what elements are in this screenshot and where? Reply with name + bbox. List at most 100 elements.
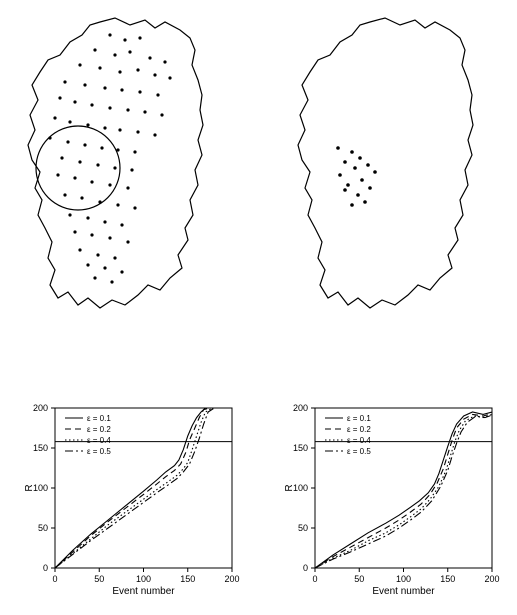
x-tick-label: 200 bbox=[484, 574, 499, 584]
event-point bbox=[123, 38, 126, 41]
event-point bbox=[138, 90, 141, 93]
event-point bbox=[103, 220, 106, 223]
event-point bbox=[113, 256, 116, 259]
highlight-circle bbox=[36, 126, 120, 210]
x-tick-label: 50 bbox=[94, 574, 104, 584]
event-point bbox=[90, 180, 93, 183]
legend-label: ε = 0.5 bbox=[347, 447, 371, 456]
event-point bbox=[353, 166, 357, 170]
event-point bbox=[343, 188, 347, 192]
event-point bbox=[100, 146, 103, 149]
event-point bbox=[73, 100, 76, 103]
legend-label: ε = 0.2 bbox=[347, 425, 371, 434]
event-point bbox=[53, 116, 56, 119]
region-outline bbox=[298, 18, 473, 308]
map-left-panel bbox=[20, 10, 220, 320]
y-axis-label: R bbox=[284, 484, 295, 491]
event-point bbox=[368, 186, 372, 190]
event-point bbox=[350, 203, 354, 207]
event-point bbox=[78, 160, 81, 163]
event-point bbox=[126, 240, 129, 243]
event-point bbox=[108, 236, 111, 239]
x-tick-label: 200 bbox=[224, 574, 239, 584]
y-tick-label: 150 bbox=[33, 443, 48, 453]
chart-left-svg: 050100150200050100150200Event numberRε =… bbox=[20, 400, 240, 600]
y-tick-label: 0 bbox=[303, 563, 308, 573]
event-point bbox=[96, 163, 99, 166]
x-tick-label: 150 bbox=[440, 574, 455, 584]
event-point bbox=[153, 73, 156, 76]
x-axis-label: Event number bbox=[112, 586, 175, 597]
chart-right-panel: 050100150200050100150200Event numberRε =… bbox=[280, 400, 500, 600]
event-point bbox=[108, 106, 111, 109]
event-point bbox=[350, 150, 354, 154]
event-point bbox=[130, 168, 133, 171]
event-point bbox=[113, 53, 116, 56]
legend-label: ε = 0.4 bbox=[87, 436, 111, 445]
event-point bbox=[168, 76, 171, 79]
map-right-svg bbox=[290, 10, 490, 320]
event-point bbox=[93, 48, 96, 51]
y-tick-label: 100 bbox=[293, 483, 308, 493]
y-tick-label: 200 bbox=[293, 403, 308, 413]
legend-label: ε = 0.2 bbox=[87, 425, 111, 434]
event-point bbox=[138, 36, 141, 39]
event-point bbox=[86, 123, 89, 126]
event-point bbox=[56, 173, 59, 176]
event-point bbox=[336, 146, 340, 150]
event-point bbox=[338, 173, 342, 177]
event-point bbox=[86, 263, 89, 266]
x-tick-label: 0 bbox=[312, 574, 317, 584]
series-line bbox=[315, 412, 492, 568]
event-point bbox=[83, 143, 86, 146]
event-point bbox=[86, 216, 89, 219]
event-point bbox=[90, 103, 93, 106]
event-point bbox=[58, 96, 61, 99]
event-point bbox=[118, 70, 121, 73]
chart-left-panel: 050100150200050100150200Event numberRε =… bbox=[20, 400, 240, 600]
event-point bbox=[163, 60, 166, 63]
event-point bbox=[113, 166, 116, 169]
x-tick-label: 0 bbox=[52, 574, 57, 584]
legend-label: ε = 0.5 bbox=[87, 447, 111, 456]
event-point bbox=[120, 270, 123, 273]
event-point bbox=[68, 213, 71, 216]
event-point bbox=[110, 280, 113, 283]
event-point bbox=[98, 66, 101, 69]
event-point bbox=[83, 83, 86, 86]
y-tick-label: 0 bbox=[43, 563, 48, 573]
event-point bbox=[90, 233, 93, 236]
series-line bbox=[315, 414, 492, 568]
event-point bbox=[120, 88, 123, 91]
event-point bbox=[346, 183, 350, 187]
event-point bbox=[116, 203, 119, 206]
map-right-panel bbox=[290, 10, 490, 320]
plot-border bbox=[315, 408, 492, 568]
event-point bbox=[358, 156, 362, 160]
event-point bbox=[63, 80, 66, 83]
event-point bbox=[60, 156, 63, 159]
event-point bbox=[78, 63, 81, 66]
event-point bbox=[133, 206, 136, 209]
y-axis-label: R bbox=[24, 484, 35, 491]
event-point bbox=[160, 113, 163, 116]
event-point bbox=[153, 133, 156, 136]
event-point bbox=[360, 178, 364, 182]
x-tick-label: 50 bbox=[354, 574, 364, 584]
event-point bbox=[80, 196, 83, 199]
event-point bbox=[136, 130, 139, 133]
y-tick-label: 200 bbox=[33, 403, 48, 413]
event-point bbox=[108, 183, 111, 186]
y-tick-label: 150 bbox=[293, 443, 308, 453]
event-point bbox=[108, 33, 111, 36]
event-point bbox=[63, 193, 66, 196]
event-point bbox=[93, 276, 96, 279]
y-tick-label: 100 bbox=[33, 483, 48, 493]
event-point bbox=[133, 150, 136, 153]
event-point bbox=[120, 223, 123, 226]
event-point bbox=[136, 68, 139, 71]
event-point bbox=[128, 50, 131, 53]
event-point bbox=[66, 140, 69, 143]
event-point bbox=[73, 230, 76, 233]
map-left-svg bbox=[20, 10, 220, 320]
